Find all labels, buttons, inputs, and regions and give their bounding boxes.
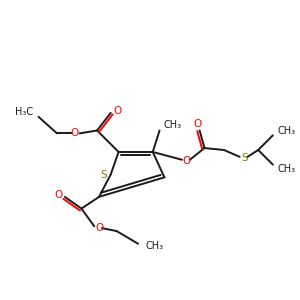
Text: O: O <box>54 190 62 200</box>
Text: CH₃: CH₃ <box>164 120 181 130</box>
Text: O: O <box>95 223 103 233</box>
Text: CH₃: CH₃ <box>146 241 164 251</box>
Text: S: S <box>241 153 248 163</box>
Text: O: O <box>113 106 122 116</box>
Text: O: O <box>183 156 191 166</box>
Text: CH₃: CH₃ <box>278 126 296 136</box>
Text: O: O <box>70 128 79 138</box>
Text: H₃C: H₃C <box>16 107 34 117</box>
Text: S: S <box>100 170 107 180</box>
Text: CH₃: CH₃ <box>278 164 296 174</box>
Text: O: O <box>194 118 202 129</box>
